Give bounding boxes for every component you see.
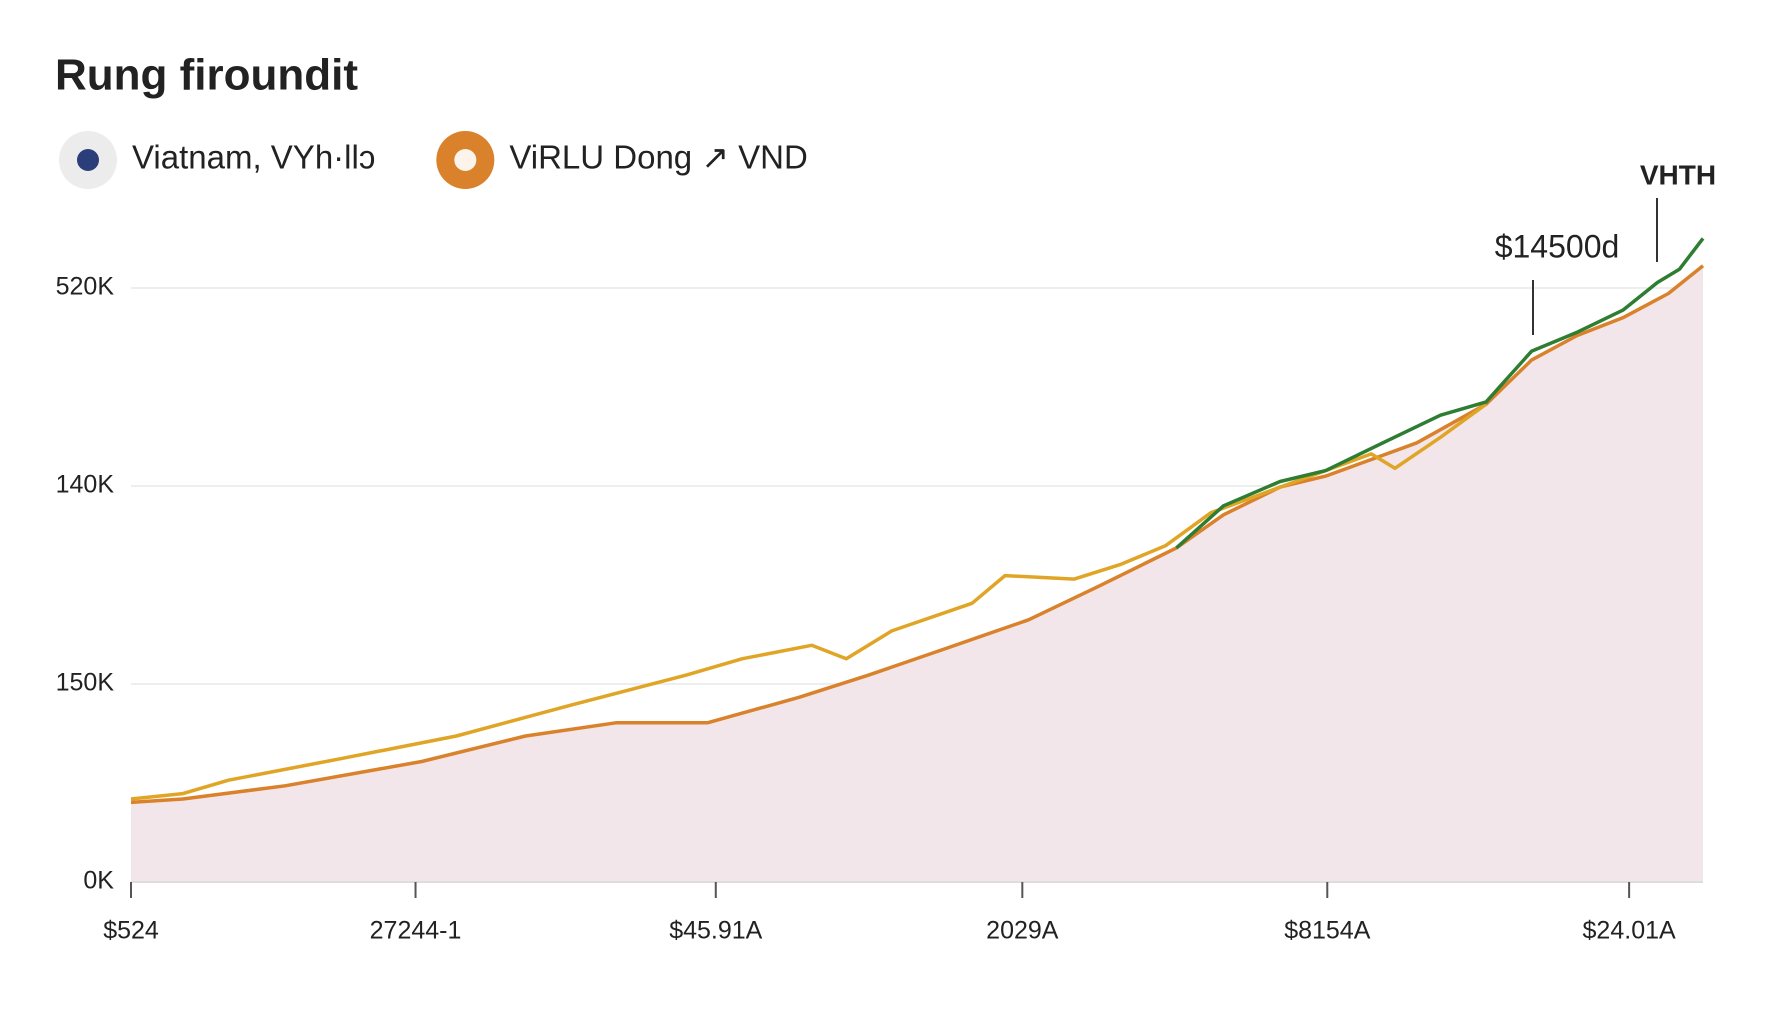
chart-title: Rung firoundit <box>55 51 358 100</box>
area <box>131 265 1703 882</box>
y-tick-label: 0K <box>83 867 114 895</box>
line <box>1175 237 1705 550</box>
legend-label: ViRLU Dong ↗ VND <box>509 139 807 176</box>
x-tick-label: 2029A <box>986 917 1059 945</box>
x-tick-label: 27244-1 <box>370 917 462 945</box>
x-tick-label: $524 <box>103 917 159 945</box>
annotation: VHTH <box>1640 159 1716 190</box>
x-tick-label: $8154A <box>1284 917 1371 945</box>
legend-icon-inner <box>454 149 477 171</box>
legend-icon-inner <box>77 149 99 171</box>
legend-label: Viatnam, VYh·llɔ <box>132 139 375 176</box>
x-tick-label: $45.91A <box>669 917 762 945</box>
y-tick-label: 520K <box>56 273 115 301</box>
y-tick-label: 140K <box>56 471 115 499</box>
line <box>130 264 1705 805</box>
y-tick-label: 150K <box>56 669 115 697</box>
x-tick-label: $24.01A <box>1583 917 1676 945</box>
annotation: $14500d <box>1495 228 1620 264</box>
